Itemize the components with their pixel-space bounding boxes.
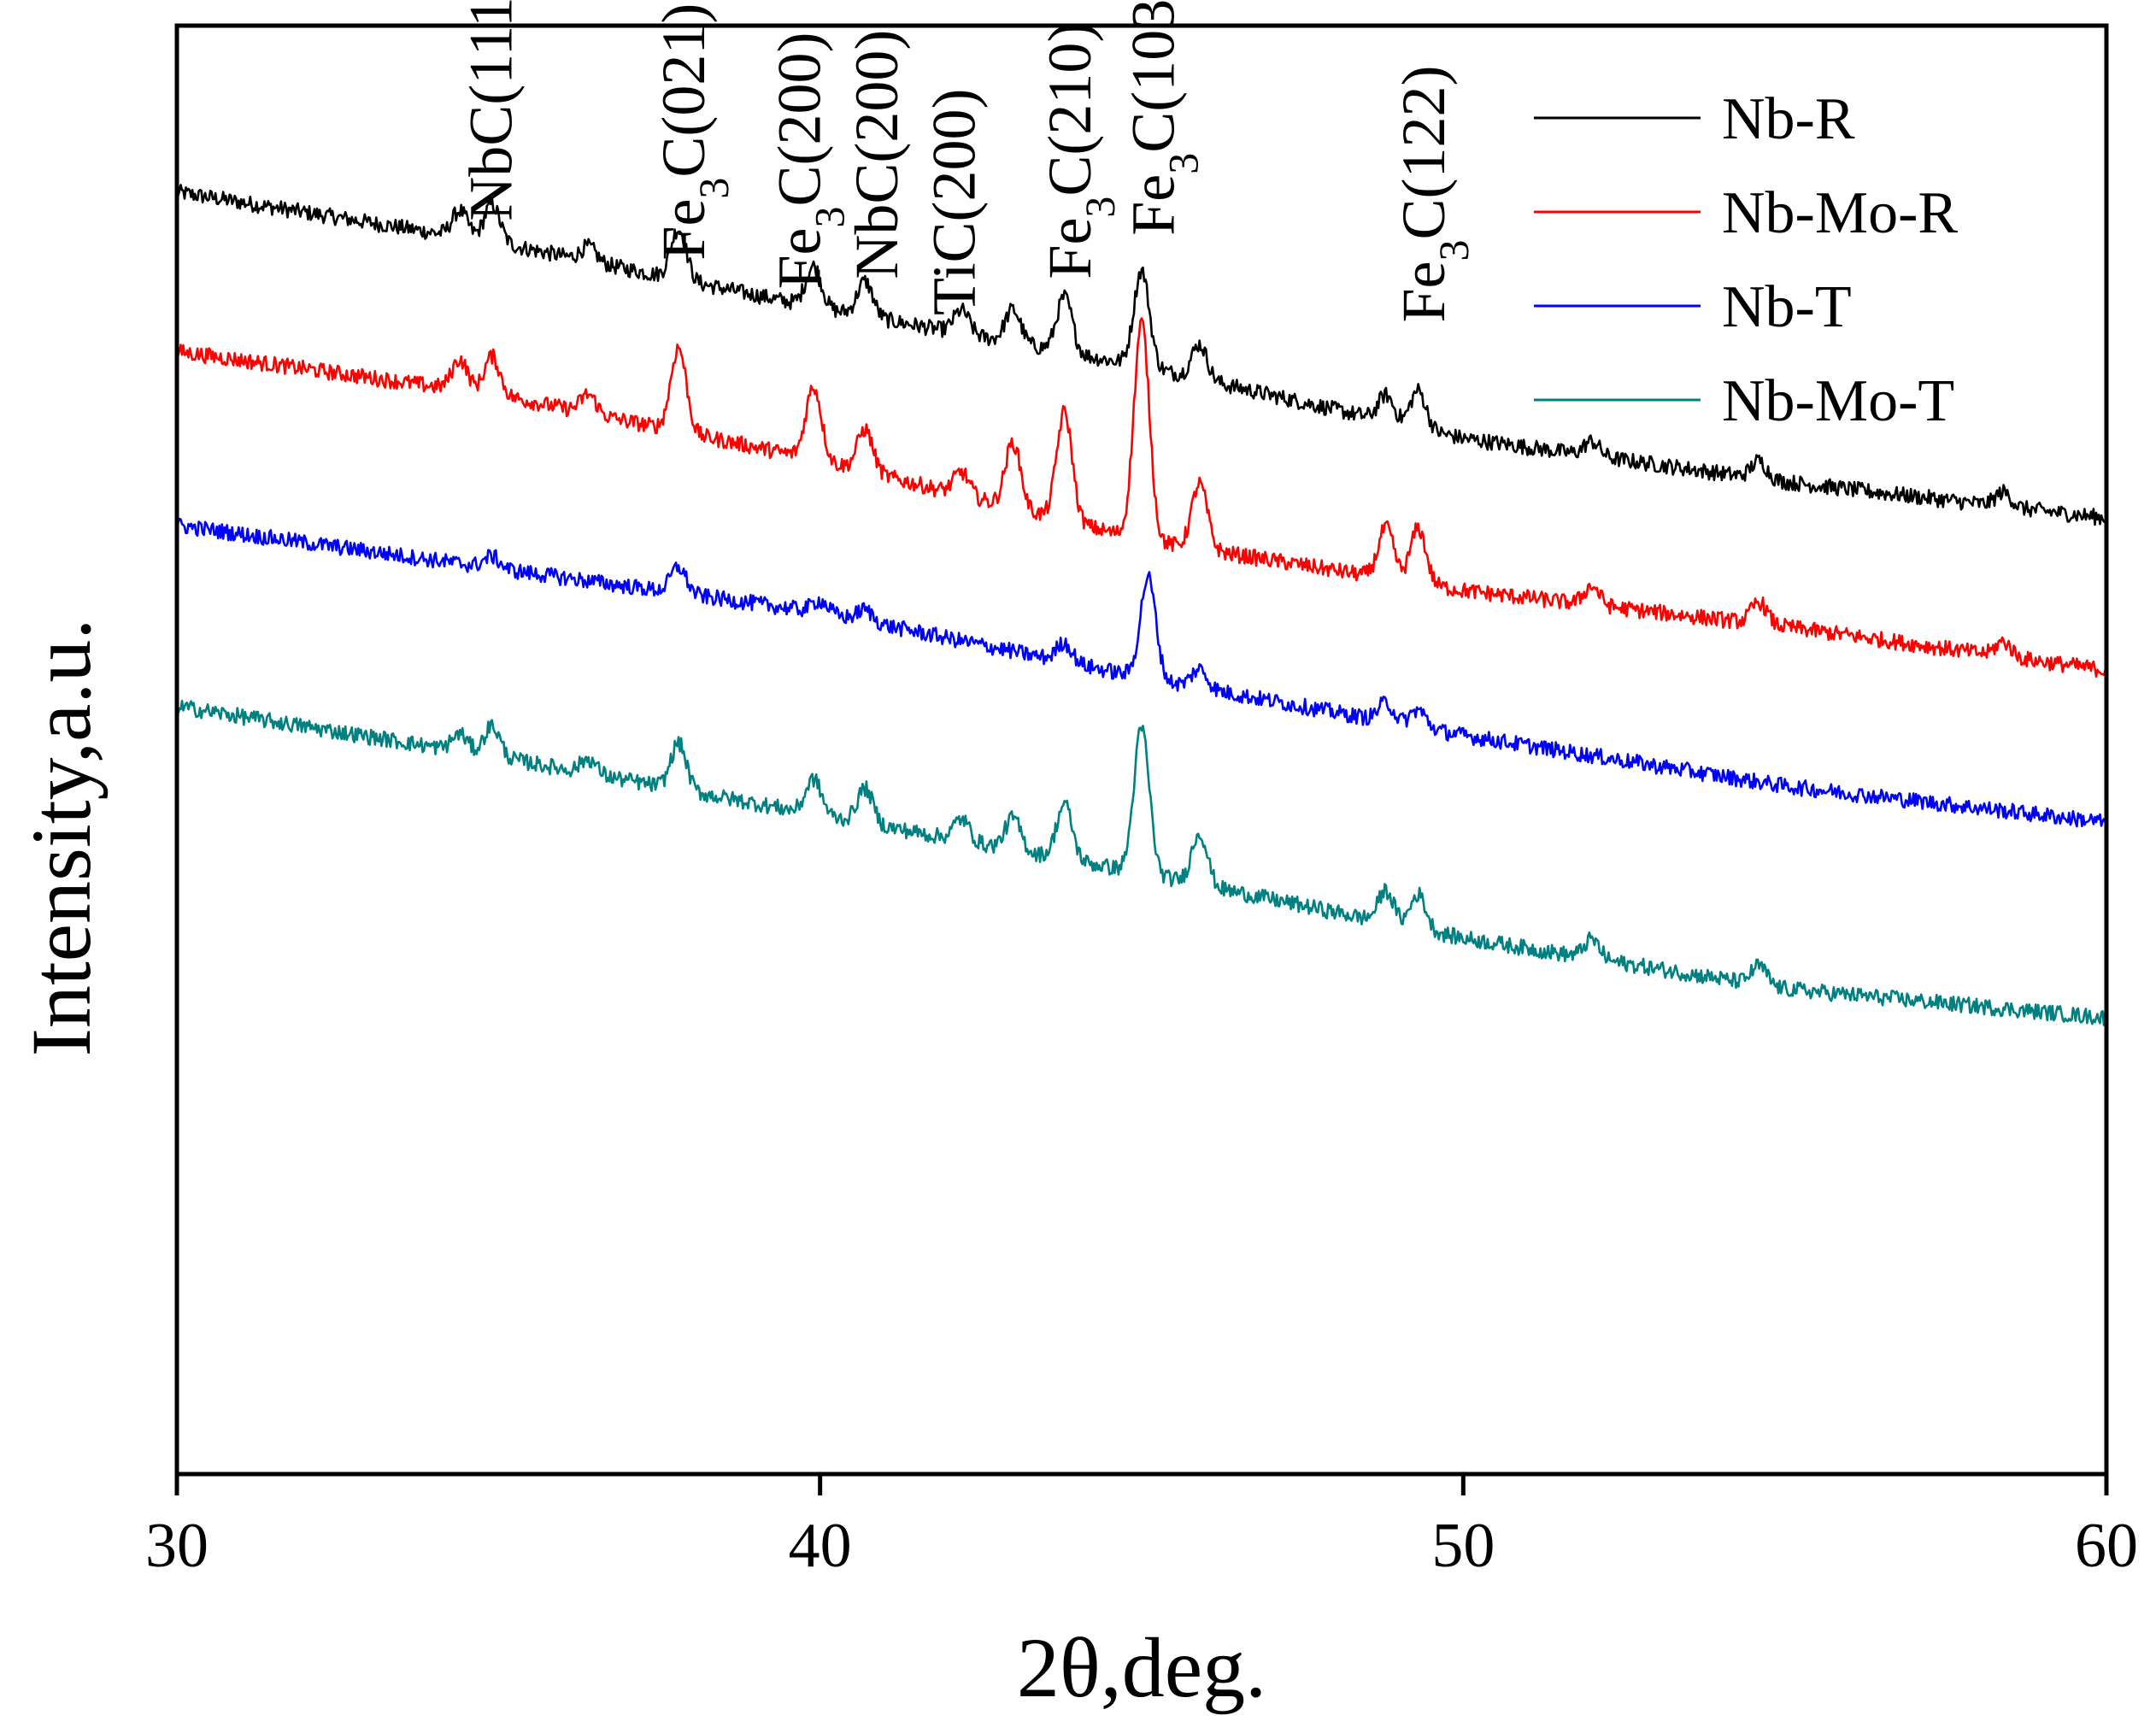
legend: Nb-R Nb-Mo-R Nb-T Nb-Mo-T xyxy=(1534,86,1958,434)
legend-label-3: Nb-Mo-T xyxy=(1722,368,1954,434)
peak-label-6: Fe3C(103) xyxy=(1119,0,1207,236)
series-layer xyxy=(175,184,2108,1026)
peak-label-3: NbC(200) xyxy=(843,30,911,279)
x-tick-label-0: 30 xyxy=(145,1511,209,1581)
series-line-2 xyxy=(175,517,2108,828)
legend-label-1: Nb-Mo-R xyxy=(1722,180,1958,246)
peak-label-2: Fe3C(200) xyxy=(766,32,854,290)
legend-label-0: Nb-R xyxy=(1722,86,1855,152)
y-axis-title: Intensity,a.u. xyxy=(14,619,109,1057)
legend-label-2: Nb-T xyxy=(1722,274,1852,340)
x-axis: 30 40 50 60 xyxy=(145,1474,2138,1581)
peak-label-1: Fe3C(021) xyxy=(649,3,737,261)
x-tick-label-1: 40 xyxy=(789,1511,852,1581)
x-tick-label-3: 60 xyxy=(2075,1511,2138,1581)
x-axis-title: 2θ,deg. xyxy=(1017,1620,1266,1715)
peak-label-7: Fe3C(122) xyxy=(1389,66,1477,323)
plot-frame xyxy=(174,23,2109,1477)
peak-annotations: NbC(111) Fe3C(021) Fe3C(200)NbC(200)TiC(20… xyxy=(456,0,1477,323)
series-line-3 xyxy=(175,699,2108,1026)
peak-label-4: TiC(200) xyxy=(919,89,988,315)
x-tick-label-2: 50 xyxy=(1431,1511,1495,1581)
peak-label-5: Fe3C(210) xyxy=(1036,22,1124,279)
peak-label-0: NbC(111) xyxy=(456,0,525,221)
series-line-1 xyxy=(175,317,2108,678)
series-line-0 xyxy=(175,184,2107,526)
